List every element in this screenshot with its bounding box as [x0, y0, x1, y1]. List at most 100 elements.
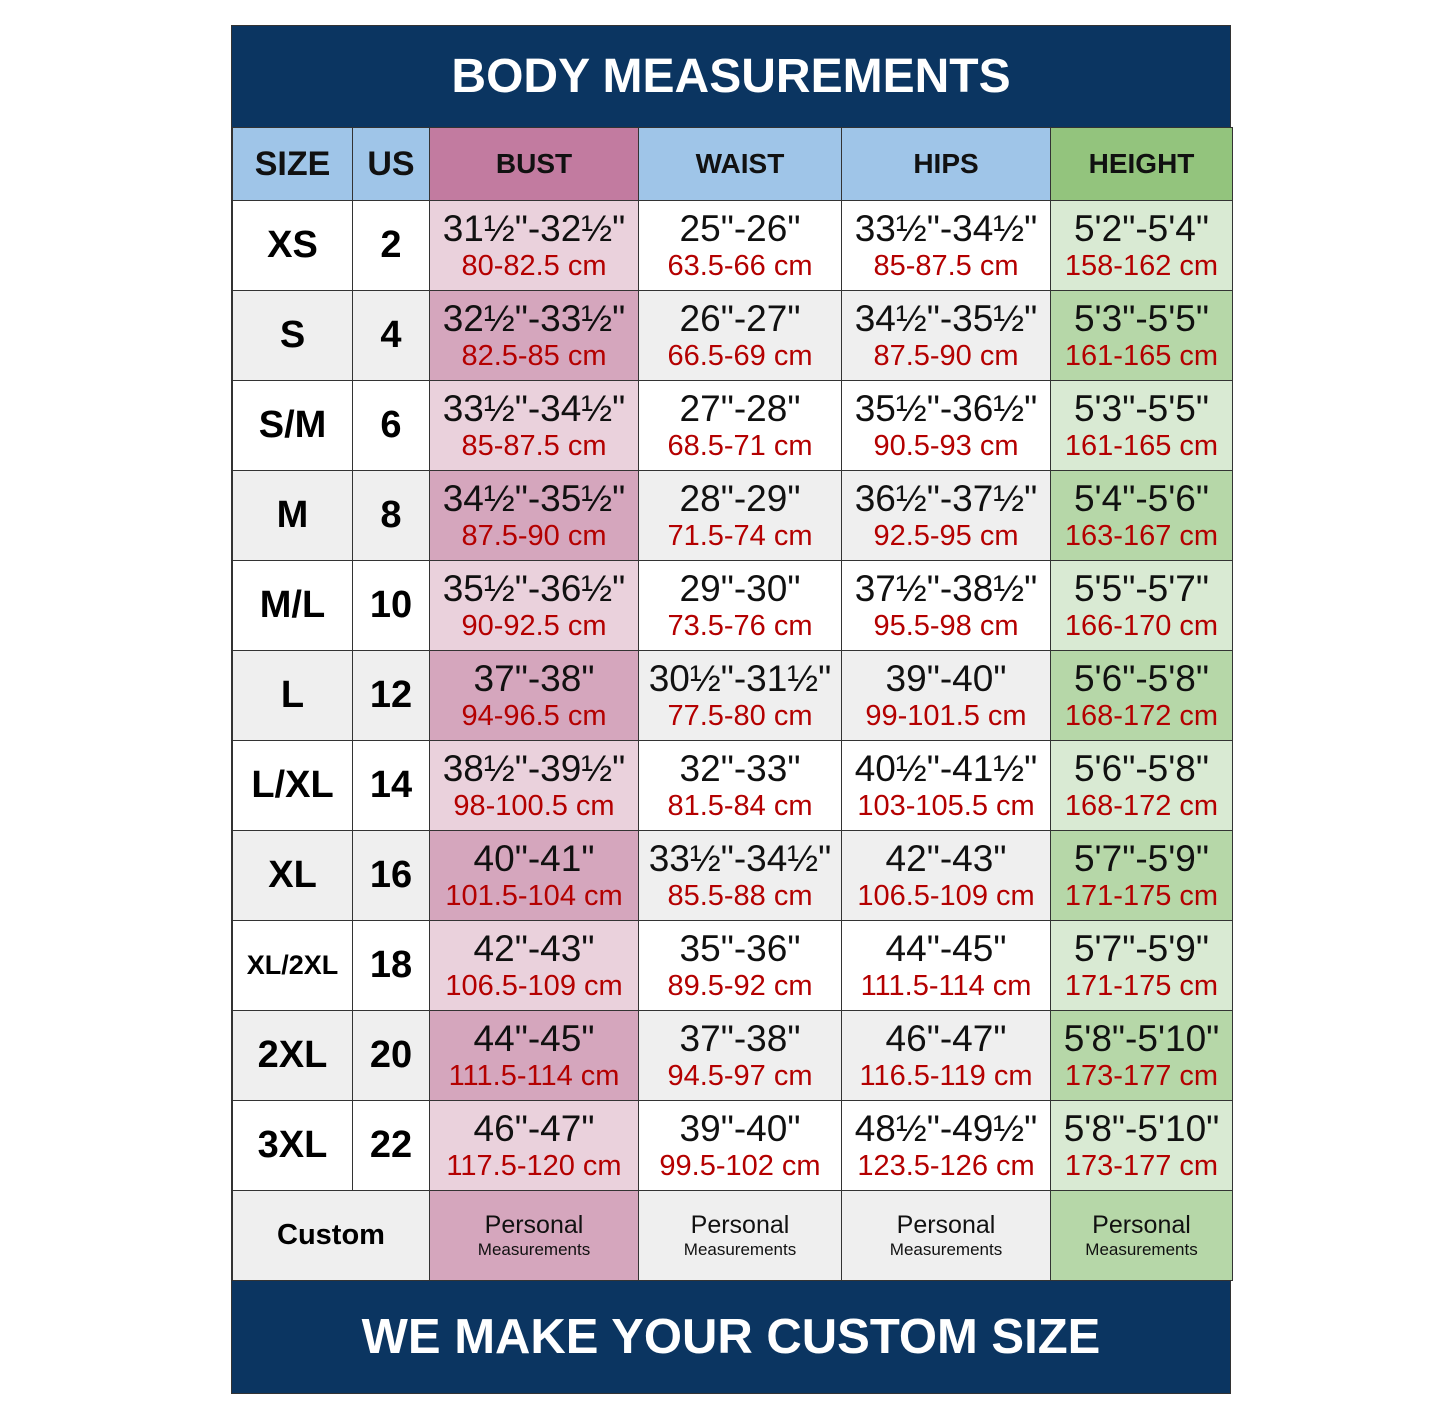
waist-cell: 39"-40" 99.5-102 cm: [638, 1100, 842, 1191]
height-cm: 168-172 cm: [1064, 699, 1219, 732]
bust-inches: 35½"-36½": [442, 567, 626, 609]
waist-inches: 35"-36": [679, 927, 801, 969]
size-cell: M: [232, 470, 353, 561]
height-cm: 173-177 cm: [1064, 1059, 1219, 1092]
height-cm: 161-165 cm: [1064, 429, 1219, 462]
hips-cell: 42"-43" 106.5-109 cm: [841, 830, 1051, 921]
bust-cell: 34½"-35½" 87.5-90 cm: [429, 470, 639, 561]
height-inches: 5'6"-5'8": [1073, 657, 1210, 699]
height-inches: 5'7"-5'9": [1073, 837, 1210, 879]
height-inches: 5'3"-5'5": [1073, 387, 1210, 429]
waist-inches: 28"-29": [679, 477, 801, 519]
height-cell: 5'7"-5'9" 171-175 cm: [1050, 830, 1233, 921]
height-inches: 5'2"-5'4": [1073, 207, 1210, 249]
height-cell: 5'7"-5'9" 171-175 cm: [1050, 920, 1233, 1011]
height-inches: 5'5"-5'7": [1073, 567, 1210, 609]
height-cm: 173-177 cm: [1064, 1149, 1219, 1182]
header-height: HEIGHT: [1050, 127, 1233, 201]
waist-cm: 81.5-84 cm: [667, 789, 813, 822]
header-us: US: [352, 127, 430, 201]
waist-inches: 25"-26": [679, 207, 801, 249]
height-cell: 5'6"-5'8" 168-172 cm: [1050, 740, 1233, 831]
chart-title: BODY MEASUREMENTS: [232, 26, 1230, 127]
header-waist: WAIST: [638, 127, 842, 201]
hips-cm: 87.5-90 cm: [873, 339, 1019, 372]
hips-cell: 36½"-37½" 92.5-95 cm: [841, 470, 1051, 561]
waist-custom-cell: Personal Measurements: [638, 1190, 842, 1281]
waist-cell: 33½"-34½" 85.5-88 cm: [638, 830, 842, 921]
us-size-cell: 4: [352, 290, 430, 381]
height-cell: 5'6"-5'8" 168-172 cm: [1050, 650, 1233, 741]
table-row: 2XL 20 44"-45" 111.5-114 cm 37"-38" 94.5-97 c…: [232, 1010, 1233, 1101]
bust-inches: 40"-41": [473, 837, 595, 879]
hips-cm: 95.5-98 cm: [873, 609, 1019, 642]
bust-cell: 40"-41" 101.5-104 cm: [429, 830, 639, 921]
us-size-cell: 20: [352, 1010, 430, 1101]
us-size-cell: 6: [352, 380, 430, 471]
waist-cm: 73.5-76 cm: [667, 609, 813, 642]
custom-row: Custom Personal Measurements Personal Measur…: [232, 1190, 1233, 1281]
bust-cm: 80-82.5 cm: [461, 249, 607, 282]
bust-cm: 117.5-120 cm: [446, 1149, 622, 1182]
height-cm: 166-170 cm: [1064, 609, 1219, 642]
hips-inches: 37½"-38½": [854, 567, 1038, 609]
waist-cell: 37"-38" 94.5-97 cm: [638, 1010, 842, 1101]
header-bust: BUST: [429, 127, 639, 201]
chart-footer: WE MAKE YOUR CUSTOM SIZE: [232, 1281, 1230, 1393]
size-cell: XL/2XL: [232, 920, 353, 1011]
hips-inches: 40½"-41½": [854, 747, 1038, 789]
waist-cm: 77.5-80 cm: [667, 699, 813, 732]
height-inches: 5'3"-5'5": [1073, 297, 1210, 339]
waist-inches: 37"-38": [679, 1017, 801, 1059]
personal-text: Personal: [690, 1210, 790, 1239]
table-row: XS 2 31½"-32½" 80-82.5 cm 25"-26" 63.5-66 cm 3…: [232, 200, 1233, 291]
waist-cell: 26"-27" 66.5-69 cm: [638, 290, 842, 381]
height-cm: 171-175 cm: [1064, 969, 1219, 1002]
bust-cell: 31½"-32½" 80-82.5 cm: [429, 200, 639, 291]
waist-cm: 63.5-66 cm: [667, 249, 813, 282]
hips-cell: 48½"-49½" 123.5-126 cm: [841, 1100, 1051, 1191]
us-size-cell: 10: [352, 560, 430, 651]
us-size-cell: 2: [352, 200, 430, 291]
bust-inches: 31½"-32½": [442, 207, 626, 249]
height-cell: 5'3"-5'5" 161-165 cm: [1050, 290, 1233, 381]
waist-inches: 26"-27": [679, 297, 801, 339]
bust-custom-cell: Personal Measurements: [429, 1190, 639, 1281]
measurements-text: Measurements: [477, 1239, 591, 1259]
waist-cm: 85.5-88 cm: [667, 879, 813, 912]
us-size-cell: 8: [352, 470, 430, 561]
waist-cm: 68.5-71 cm: [667, 429, 813, 462]
personal-text: Personal: [484, 1210, 584, 1239]
measurements-text: Measurements: [683, 1239, 797, 1259]
us-size-cell: 18: [352, 920, 430, 1011]
bust-cell: 38½"-39½" 98-100.5 cm: [429, 740, 639, 831]
bust-cm: 90-92.5 cm: [461, 609, 607, 642]
height-cell: 5'3"-5'5" 161-165 cm: [1050, 380, 1233, 471]
bust-inches: 33½"-34½": [442, 387, 626, 429]
bust-cell: 33½"-34½" 85-87.5 cm: [429, 380, 639, 471]
table-row: XL 16 40"-41" 101.5-104 cm 33½"-34½" 85.5-88 …: [232, 830, 1233, 921]
hips-cm: 99-101.5 cm: [865, 699, 1027, 732]
size-cell: XL: [232, 830, 353, 921]
size-cell: XS: [232, 200, 353, 291]
size-cell: S: [232, 290, 353, 381]
height-cm: 161-165 cm: [1064, 339, 1219, 372]
measurements-text: Measurements: [1085, 1239, 1198, 1259]
personal-text: Personal: [896, 1210, 996, 1239]
bust-cm: 111.5-114 cm: [448, 1059, 620, 1092]
size-cell: M/L: [232, 560, 353, 651]
bust-cell: 42"-43" 106.5-109 cm: [429, 920, 639, 1011]
hips-custom-cell: Personal Measurements: [841, 1190, 1051, 1281]
waist-inches: 30½"-31½": [648, 657, 832, 699]
waist-cell: 35"-36" 89.5-92 cm: [638, 920, 842, 1011]
height-cm: 168-172 cm: [1064, 789, 1219, 822]
custom-label: Custom: [232, 1190, 430, 1281]
height-cell: 5'8"-5'10" 173-177 cm: [1050, 1100, 1233, 1191]
bust-inches: 46"-47": [473, 1107, 595, 1149]
hips-inches: 34½"-35½": [854, 297, 1038, 339]
height-inches: 5'6"-5'8": [1073, 747, 1210, 789]
waist-cm: 99.5-102 cm: [659, 1149, 821, 1182]
bust-cell: 37"-38" 94-96.5 cm: [429, 650, 639, 741]
waist-cm: 71.5-74 cm: [667, 519, 813, 552]
table-row: L 12 37"-38" 94-96.5 cm 30½"-31½" 77.5-80 cm 3…: [232, 650, 1233, 741]
